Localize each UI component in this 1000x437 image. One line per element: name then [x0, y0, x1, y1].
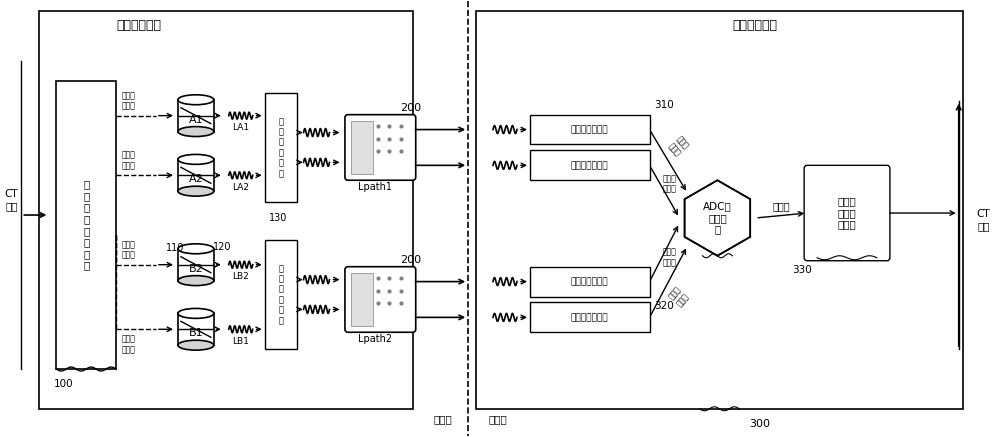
Text: 空
间
光
调
制
器
模
块: 空 间 光 调 制 器 模 块 — [83, 179, 89, 271]
Text: LA2: LA2 — [232, 183, 249, 192]
Text: 信号接收装置: 信号接收装置 — [733, 19, 778, 32]
Text: LA1: LA1 — [232, 123, 249, 132]
Text: LB2: LB2 — [232, 272, 249, 281]
Text: 电信号
模拟量: 电信号 模拟量 — [667, 135, 690, 158]
Text: 转子侧: 转子侧 — [434, 414, 453, 424]
Text: CT
信号: CT 信号 — [5, 189, 18, 211]
Text: 模拟量
比特流: 模拟量 比特流 — [122, 91, 136, 111]
FancyBboxPatch shape — [345, 267, 416, 332]
Text: 120: 120 — [213, 242, 231, 252]
Text: A2: A2 — [188, 174, 203, 184]
Text: 涡旋光探测器件: 涡旋光探测器件 — [571, 161, 609, 170]
Polygon shape — [685, 180, 750, 256]
Text: 300: 300 — [749, 419, 770, 429]
Text: 130: 130 — [269, 213, 287, 223]
Text: A1: A1 — [189, 114, 203, 125]
Bar — [530, 302, 650, 332]
Text: 320: 320 — [655, 302, 674, 312]
Ellipse shape — [178, 309, 214, 319]
Text: CT
信号: CT 信号 — [977, 209, 990, 231]
Text: Lpath1: Lpath1 — [358, 182, 392, 192]
Bar — [56, 81, 116, 369]
Ellipse shape — [178, 154, 214, 164]
Text: 电信号
模拟量: 电信号 模拟量 — [667, 285, 690, 308]
Text: 模拟量
比特流: 模拟量 比特流 — [122, 334, 136, 354]
Bar — [351, 121, 373, 174]
Text: 涡旋光探测器件: 涡旋光探测器件 — [571, 125, 609, 134]
Ellipse shape — [178, 127, 214, 136]
Text: 330: 330 — [792, 265, 812, 275]
Bar — [530, 150, 650, 180]
Bar — [178, 160, 214, 191]
Bar — [265, 93, 297, 202]
Text: 200: 200 — [400, 255, 421, 265]
Text: 310: 310 — [655, 100, 674, 110]
Text: 200: 200 — [400, 103, 421, 113]
Ellipse shape — [178, 276, 214, 285]
Ellipse shape — [178, 244, 214, 254]
Bar — [476, 11, 963, 409]
Text: 模拟量
比特流: 模拟量 比特流 — [122, 151, 136, 170]
Text: ADC模
数转换
器: ADC模 数转换 器 — [703, 201, 732, 235]
Text: 涡旋光探测器件: 涡旋光探测器件 — [571, 313, 609, 322]
Ellipse shape — [178, 95, 214, 105]
Text: 100: 100 — [54, 379, 74, 389]
Text: 第二数
字信号
处理器: 第二数 字信号 处理器 — [838, 197, 856, 229]
FancyBboxPatch shape — [804, 165, 890, 261]
FancyBboxPatch shape — [345, 114, 416, 180]
Text: 偏
振
合
束
器
件: 偏 振 合 束 器 件 — [278, 264, 283, 325]
Bar — [178, 313, 214, 345]
Text: Lpath2: Lpath2 — [358, 334, 392, 344]
Text: 电信号
模拟量: 电信号 模拟量 — [663, 174, 676, 194]
Text: B2: B2 — [188, 264, 203, 274]
Bar — [178, 249, 214, 281]
Bar — [530, 114, 650, 145]
Text: LB1: LB1 — [232, 337, 249, 346]
Text: 电信号
模拟量: 电信号 模拟量 — [663, 247, 676, 267]
Text: 偏
振
合
束
器
件: 偏 振 合 束 器 件 — [278, 117, 283, 178]
Text: 数字量: 数字量 — [772, 201, 790, 211]
Ellipse shape — [178, 340, 214, 350]
Text: 110: 110 — [166, 243, 184, 253]
Text: 信号发射装置: 信号发射装置 — [117, 19, 162, 32]
Bar — [39, 11, 413, 409]
Text: 涡旋光探测器件: 涡旋光探测器件 — [571, 277, 609, 286]
Text: 定子侧: 定子侧 — [489, 414, 507, 424]
Text: 模拟量
比特流: 模拟量 比特流 — [122, 240, 136, 260]
Bar — [530, 267, 650, 296]
Bar — [178, 100, 214, 132]
Text: B1: B1 — [189, 328, 203, 338]
Bar — [351, 273, 373, 326]
Ellipse shape — [178, 186, 214, 196]
Bar — [265, 240, 297, 349]
